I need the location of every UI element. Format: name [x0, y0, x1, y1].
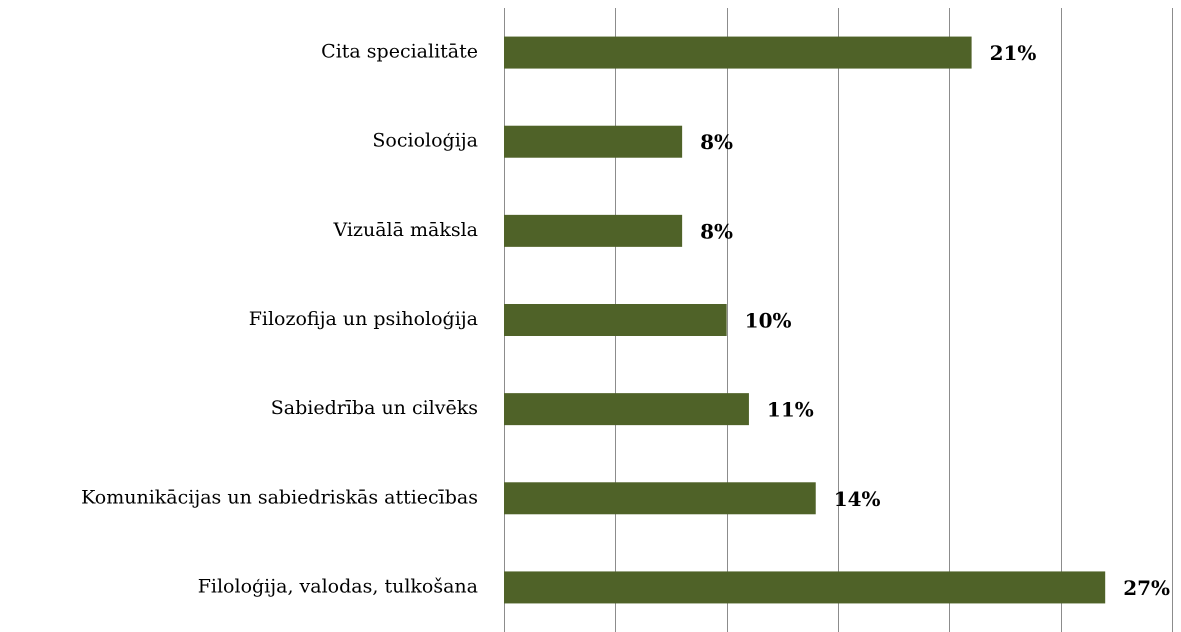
bar: [504, 482, 816, 515]
value-label: 8%: [700, 219, 733, 243]
category-label: Komunikācijas un sabiedriskās attiecības: [81, 486, 478, 508]
value-label: 11%: [767, 398, 814, 422]
bar: [504, 393, 749, 426]
bar: [504, 304, 727, 336]
value-label: 10%: [745, 309, 792, 333]
value-label: 27%: [1123, 576, 1170, 600]
value-label: 21%: [990, 41, 1037, 65]
category-label: Cita specialitāte: [321, 41, 478, 63]
bar: [504, 36, 972, 69]
category-label: Vizuālā māksla: [333, 219, 479, 241]
bar: [504, 125, 683, 158]
category-label: Filozofija un psiholoģija: [249, 308, 478, 330]
category-label: Sabiedrība un cilvēks: [271, 397, 478, 419]
category-label: Filoloģija, valodas, tulkošana: [198, 575, 478, 597]
bar: [504, 571, 1106, 604]
value-label: 8%: [700, 130, 733, 154]
category-label: Socioloģija: [372, 130, 478, 152]
bar: [504, 214, 683, 247]
value-label: 14%: [834, 487, 881, 511]
